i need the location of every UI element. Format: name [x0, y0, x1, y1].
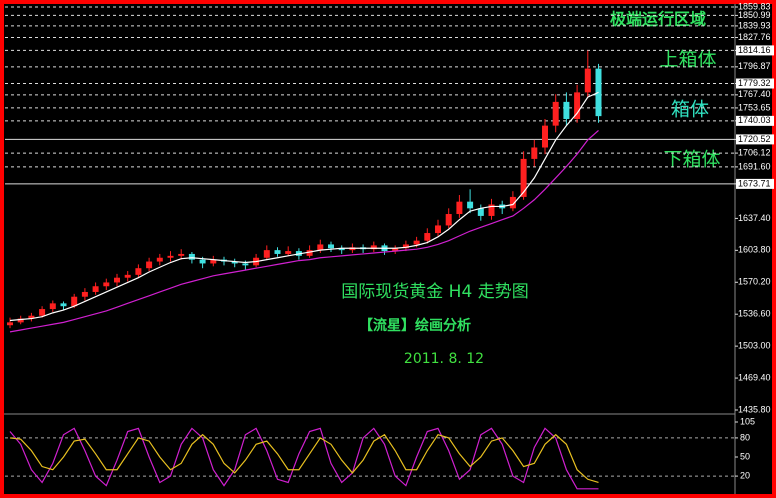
- candle-body: [135, 268, 142, 275]
- candle-body: [392, 248, 399, 252]
- candle-body: [456, 201, 463, 215]
- y-tick-label: 1691.60: [738, 161, 771, 171]
- plot-background: [4, 4, 772, 494]
- oscillator-line: [9, 433, 599, 484]
- y-tick-label: 1603.80: [738, 245, 771, 255]
- y-tick-label: 1435.80: [738, 404, 771, 414]
- candle-body: [156, 257, 163, 262]
- candle-body: [424, 233, 431, 241]
- candle-body: [445, 214, 452, 226]
- y-tick-label: 50: [740, 451, 750, 461]
- candle-body: [402, 244, 409, 249]
- candle-body: [39, 309, 46, 316]
- y-tick-label: 1740.03: [738, 115, 771, 125]
- candle-body: [574, 92, 581, 119]
- annotation: 极端运行区域: [610, 10, 706, 29]
- candle-body: [285, 251, 292, 254]
- candle-body: [60, 303, 67, 307]
- tick-box: [736, 178, 774, 189]
- y-tick-label: 1503.00: [738, 341, 771, 351]
- candle-body: [509, 196, 516, 209]
- chart-subtitle: 【流星】绘画分析: [359, 317, 471, 334]
- candle-body: [231, 261, 238, 264]
- annotation: 下箱体: [663, 149, 720, 171]
- y-tick-label: 1827.76: [738, 32, 771, 42]
- candle-body: [178, 253, 185, 256]
- chart-date: 2011. 8. 12: [404, 351, 484, 367]
- y-tick-label: 1839.93: [738, 20, 771, 30]
- y-tick-label: 1637.40: [738, 213, 771, 223]
- y-tick-label: 1706.12: [738, 147, 771, 157]
- candle-body: [274, 250, 281, 254]
- candle-body: [520, 158, 527, 197]
- candle-body: [306, 250, 313, 256]
- y-tick-label: 1536.60: [738, 309, 771, 319]
- candle-body: [328, 244, 334, 249]
- candle-body: [17, 318, 24, 323]
- y-tick-label: 1859.83: [738, 1, 771, 11]
- y-tick-label: 1720.52: [738, 134, 771, 144]
- y-tick-label: 1779.32: [738, 78, 771, 88]
- y-tick-label: 1850.99: [738, 10, 771, 20]
- candle-body: [531, 147, 538, 159]
- candle-body: [199, 259, 206, 264]
- candle-body: [338, 248, 345, 251]
- candle-body: [488, 204, 495, 216]
- y-tick-label: 1469.40: [738, 372, 771, 382]
- y-tick-label: 1673.71: [738, 178, 771, 188]
- y-tick-label: 20: [740, 470, 750, 480]
- candle-body: [167, 255, 174, 258]
- candle-body: [552, 101, 559, 126]
- y-tick-label: 105: [740, 416, 755, 426]
- candle-body: [49, 303, 56, 310]
- candle-body: [435, 225, 441, 234]
- candle-body: [7, 322, 13, 326]
- chart-title: 国际现货黄金 H4 走势图: [341, 282, 528, 302]
- candle-body: [317, 244, 324, 251]
- candle-body: [146, 261, 153, 269]
- candle-body: [563, 101, 570, 119]
- annotation: 箱体: [671, 99, 709, 121]
- moving-average: [9, 91, 599, 322]
- candle-body: [210, 259, 217, 264]
- candle-body: [92, 286, 99, 292]
- tick-box: [736, 45, 774, 56]
- oscillator-line: [9, 427, 599, 490]
- y-tick-label: 1814.16: [738, 45, 771, 55]
- candle-body: [542, 125, 548, 148]
- candle-body: [188, 253, 195, 260]
- candle-body: [413, 240, 420, 245]
- candle-body: [103, 282, 110, 287]
- candle-body: [370, 245, 377, 250]
- y-tick-label: 80: [740, 432, 750, 442]
- annotation: 上箱体: [659, 49, 716, 71]
- y-tick-label: 1796.87: [738, 61, 771, 71]
- y-tick-label: 1570.20: [738, 277, 771, 287]
- y-tick-label: 1753.65: [738, 102, 771, 112]
- moving-average: [9, 129, 599, 333]
- candle-body: [467, 201, 474, 209]
- candle-body: [242, 263, 249, 266]
- candle-body: [114, 277, 120, 283]
- candle-body: [71, 296, 78, 307]
- candle-body: [263, 250, 270, 258]
- tick-box: [736, 115, 774, 126]
- candle-body: [584, 68, 591, 93]
- candle-body: [477, 208, 484, 216]
- candle-body: [81, 291, 88, 297]
- candle-body: [28, 315, 35, 319]
- candle-body: [124, 274, 131, 278]
- tick-box: [736, 134, 774, 145]
- y-tick-label: 1767.40: [738, 89, 771, 99]
- tick-box: [736, 78, 774, 89]
